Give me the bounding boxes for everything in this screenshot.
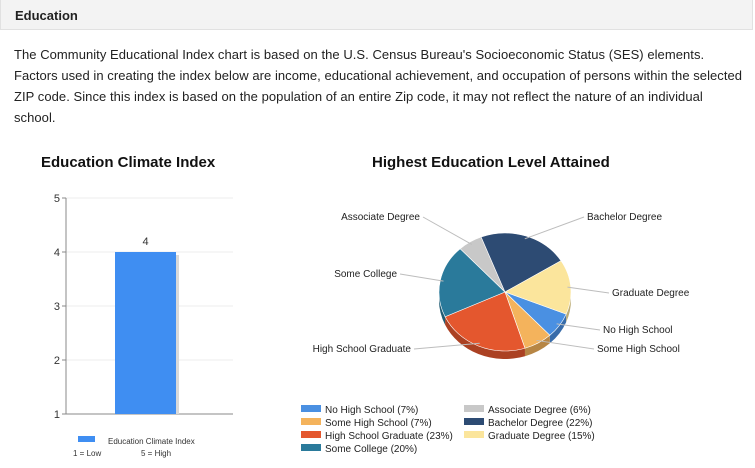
pie-legend-label: High School Graduate (23%) (325, 431, 453, 442)
pie-slice-side (524, 335, 550, 357)
intro-paragraph: The Community Educational Index chart is… (14, 47, 743, 125)
pie-legend-label: Associate Degree (6%) (488, 405, 591, 416)
pie-slice-label: Associate Degree (341, 212, 420, 223)
section-header: Education (0, 0, 753, 30)
pie-legend-swatch (464, 431, 484, 438)
pie-legend-label: Some College (20%) (325, 444, 417, 455)
pie-slice (444, 291, 526, 352)
pie-leader-line (422, 216, 473, 245)
pie-leader-line (399, 273, 444, 282)
bar-legend-low-note: 1 = Low (73, 449, 101, 458)
pie-slice-label: High School Graduate (313, 344, 412, 355)
y-tick-label: 4 (54, 247, 60, 259)
pie-slice-side (549, 314, 567, 344)
y-tick-label: 3 (54, 301, 60, 313)
bar-legend-swatch (78, 436, 95, 442)
pie-slice-side (445, 316, 525, 360)
pie-leader-line (413, 342, 480, 350)
y-tick-label: 2 (54, 355, 60, 367)
pie-slice-label: Bachelor Degree (587, 212, 662, 223)
pie-chart-title: Highest Education Level Attained (372, 154, 610, 171)
pie-leader-line (556, 323, 601, 331)
pie-legend-label: No High School (7%) (325, 405, 418, 416)
pie-legend-swatch (301, 444, 321, 451)
pie-slice-label: Some High School (597, 344, 680, 355)
bar-chart-title: Education Climate Index (41, 154, 216, 171)
pie-legend-swatch (301, 418, 321, 425)
pie-legend-swatch (464, 418, 484, 425)
pie-legend-swatch (464, 405, 484, 412)
section-title: Education (15, 8, 78, 23)
pie-slice-label: Graduate Degree (612, 288, 690, 299)
y-tick-label: 1 (54, 409, 60, 421)
y-tick-label: 5 (54, 193, 60, 205)
pie-leader-line (536, 339, 595, 350)
pie-leader-line (567, 286, 610, 294)
bar-data-label: 4 (142, 236, 148, 248)
pie-legend-swatch (301, 405, 321, 412)
pie-sides (439, 292, 571, 360)
pie-legend-label: Graduate Degree (15%) (488, 431, 595, 442)
bar-legend-high-note: 5 = High (141, 449, 171, 458)
bar-legend-label: Education Climate Index (108, 437, 195, 446)
pie-slice (504, 260, 572, 315)
pie-slice-side (566, 292, 571, 323)
bar (115, 252, 176, 414)
pie-legend-swatch (301, 431, 321, 438)
pie-slice (480, 232, 562, 293)
pie-slice-label: No High School (603, 325, 672, 336)
pie-leader-line (524, 216, 585, 240)
pie-legend-label: Some High School (7%) (325, 418, 432, 429)
pie-slice-side (439, 292, 446, 325)
pie-legend-label: Bachelor Degree (22%) (488, 418, 593, 429)
pie-slice-label: Some College (334, 269, 397, 280)
